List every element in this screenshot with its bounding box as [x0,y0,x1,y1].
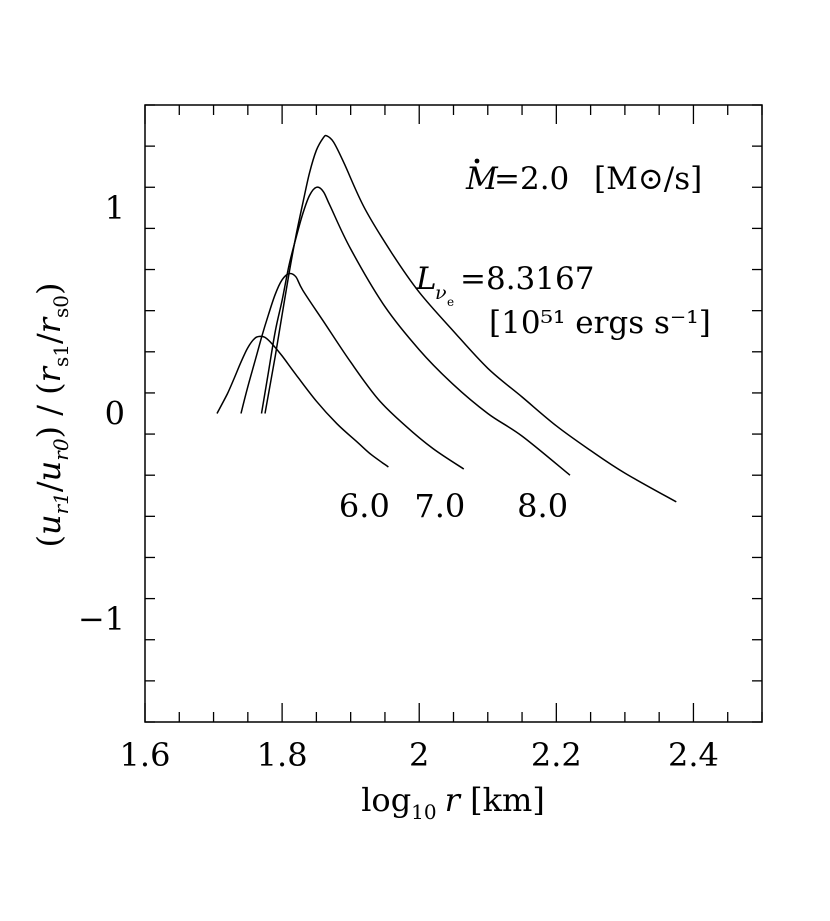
svg-text:ν: ν [435,282,447,304]
luminosity-annotation: L ν e =8.3167 [10⁵¹ ergs s⁻¹] [415,261,711,341]
svg-text:[10⁵¹ ergs s⁻¹]: [10⁵¹ ergs s⁻¹] [489,305,711,341]
svg-text:L: L [415,261,437,297]
y-axis-label: (ur1/ur0) / (rs1/rs0) [30,282,73,547]
series-label: 7.0 [414,487,465,525]
x-tick-label: 1.6 [120,736,171,774]
tick-labels: 1.6 1.8 2 2.2 2.4 −1 0 1 [78,189,719,774]
x-tick-label: 2 [409,736,429,774]
svg-text:=8.3167: =8.3167 [460,261,594,297]
chart-series [216,134,677,503]
svg-text:e: e [447,295,454,309]
svg-text:=2.0: =2.0 [494,161,569,197]
series-line-4 [264,134,677,503]
series-label: 8.0 [517,487,568,525]
series-line-1 [216,335,389,468]
x-axis-label: log10 r [km] [361,781,545,824]
mdot-annotation: M =2.0 [M⊙/s] [465,158,702,197]
axis-ticks [144,104,763,723]
x-tick-label: 1.8 [257,736,308,774]
y-tick-label: 0 [105,395,125,433]
svg-text:M: M [465,161,499,197]
series-line-3 [260,186,571,476]
svg-text:[M⊙/s]: [M⊙/s] [594,161,702,197]
series-labels: 6.0 7.0 8.0 [339,487,568,525]
series-label: 6.0 [339,487,390,525]
x-tick-label: 2.4 [668,736,719,774]
series-line-2 [240,272,465,470]
plot-frame [144,104,763,723]
x-tick-label: 2.2 [531,736,582,774]
y-tick-label: −1 [78,600,125,638]
y-tick-label: 1 [105,189,125,227]
